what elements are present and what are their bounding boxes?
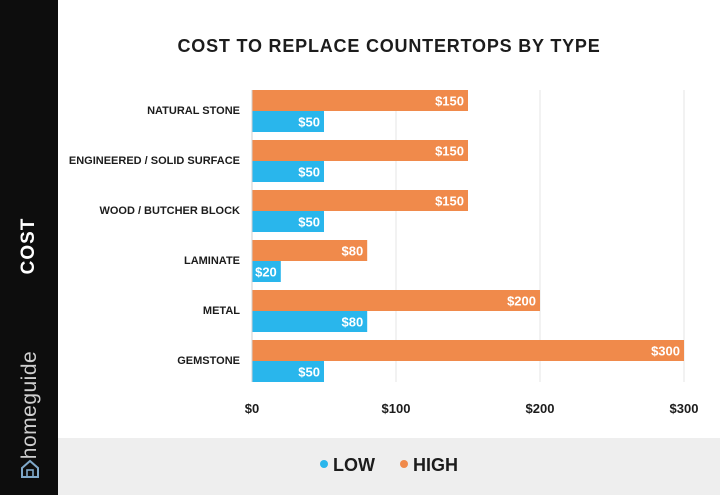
- data-label: $50: [298, 165, 320, 180]
- bar-high: [252, 140, 468, 161]
- x-tick-label: $0: [245, 401, 259, 416]
- data-label: $50: [298, 115, 320, 130]
- data-label: $300: [651, 344, 680, 359]
- category-label: METAL: [203, 305, 240, 317]
- legend-item-high: HIGH: [400, 455, 458, 476]
- category-label: GEMSTONE: [177, 355, 240, 367]
- bar-high: [252, 240, 368, 261]
- chart-title: COST TO REPLACE COUNTERTOPS BY TYPE: [177, 36, 601, 56]
- legend-item-low: LOW: [319, 455, 375, 476]
- data-label: $150: [435, 144, 464, 159]
- legend-label-low: LOW: [332, 455, 375, 475]
- legend: LOW HIGH: [58, 455, 720, 476]
- bar-low: [252, 261, 281, 282]
- legend-label-high: HIGH: [413, 455, 458, 475]
- data-label: $50: [298, 365, 320, 380]
- bar-high: [252, 190, 468, 211]
- bar-chart: NATURAL STONE $150 $50 ENGINEERED / SOLID S…: [69, 90, 699, 416]
- data-label: $80: [341, 244, 363, 259]
- data-label: $50: [298, 215, 320, 230]
- sidebar: COST homeguide: [0, 0, 58, 495]
- data-label: $80: [341, 315, 363, 330]
- bar-low: [252, 361, 324, 382]
- x-tick-label: $100: [382, 401, 411, 416]
- category-label: LAMINATE: [184, 255, 240, 267]
- x-tick-label: $300: [670, 401, 699, 416]
- x-tick-label: $200: [526, 401, 555, 416]
- data-label: $200: [507, 294, 536, 309]
- bar-high: [252, 290, 540, 311]
- bar-low: [252, 111, 324, 132]
- bar-high: [252, 340, 684, 361]
- bar-low: [252, 311, 368, 332]
- bar-high: [252, 90, 468, 111]
- house-icon: [21, 459, 39, 478]
- data-label: $20: [255, 265, 277, 280]
- legend-swatch-high: [400, 460, 408, 469]
- bar-low: [252, 161, 324, 182]
- category-label: WOOD / BUTCHER BLOCK: [99, 205, 240, 217]
- legend-swatch-low: [319, 460, 328, 469]
- data-label: $150: [435, 194, 464, 209]
- category-label: NATURAL STONE: [147, 105, 240, 117]
- category-label: ENGINEERED / SOLID SURFACE: [69, 155, 240, 167]
- data-label: $150: [435, 94, 464, 109]
- bar-low: [252, 211, 324, 232]
- legend-band: LOW HIGH: [58, 438, 720, 495]
